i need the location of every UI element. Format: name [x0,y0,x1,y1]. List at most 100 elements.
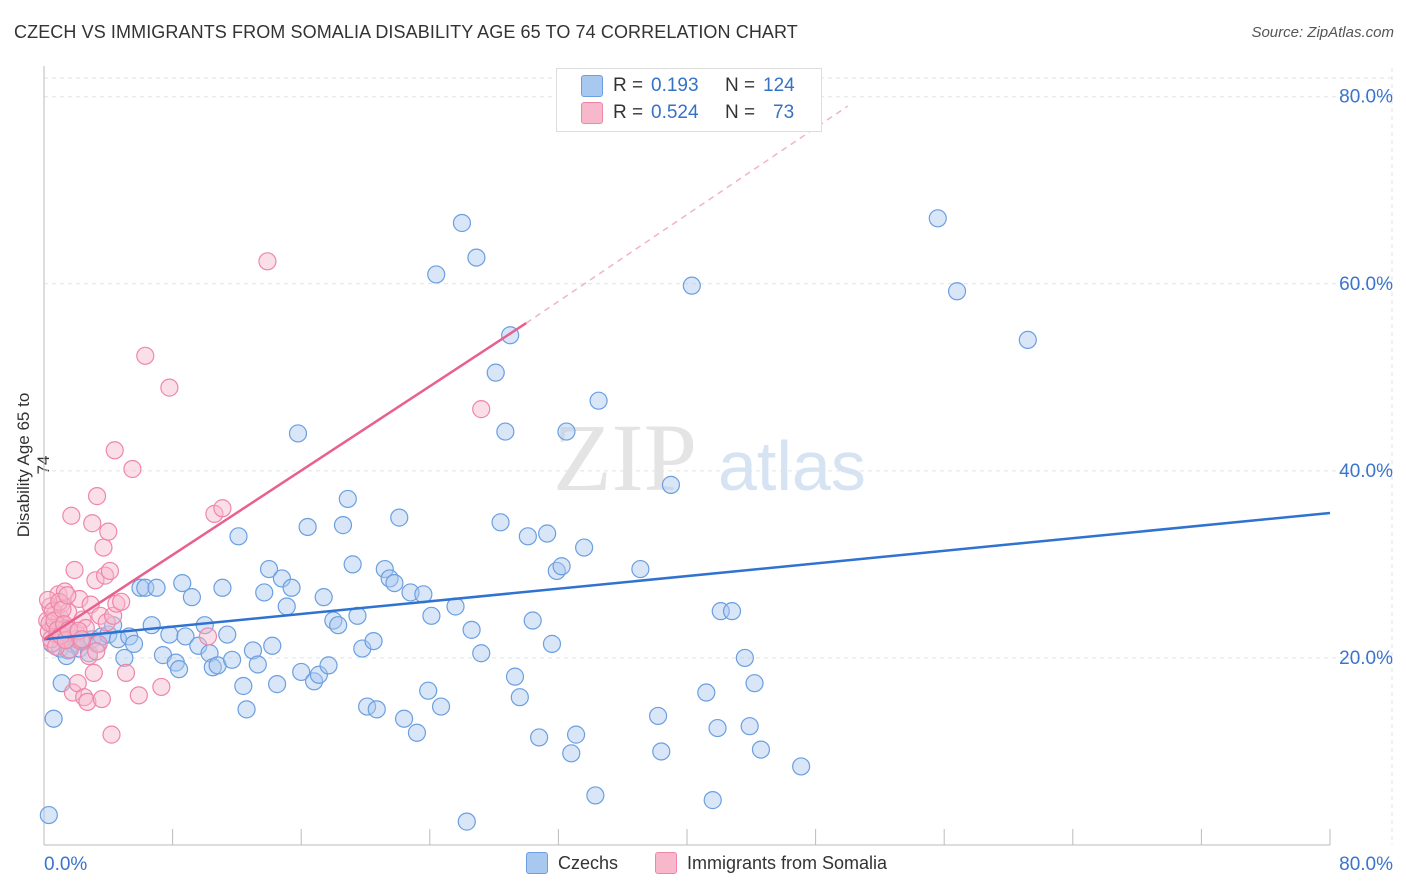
czechs-point [288,424,308,443]
legend-swatch-somalia [655,852,677,874]
somalia-point [89,634,108,653]
y-tick-label: 80.0% [1339,87,1393,108]
czechs-point [267,675,287,694]
r-label: R = [613,102,644,123]
somalia-point [92,689,111,709]
czechs-point [575,538,594,557]
r-value: 0.193 [651,75,699,96]
somalia-point [472,400,491,419]
czechs-point [169,660,189,679]
czechs-point [472,644,491,663]
czechs-point [703,791,722,810]
somalia-point [105,441,124,460]
legend-label-czechs: Czechs [558,852,619,873]
axes [43,66,1331,846]
czechs-point [237,700,256,719]
czechs-point [648,706,668,726]
y-tick-label: 20.0% [1339,648,1393,669]
czechs-point [375,559,394,579]
czechs-point [385,573,404,593]
czechs-point [708,718,727,738]
legend-label-somalia: Immigrants from Somalia [687,852,888,873]
somalia-point [63,683,83,702]
czechs-point [173,573,192,593]
czechs-point [218,625,237,644]
czechs-point [263,636,282,655]
n-value: 124 [763,75,795,96]
somalia-point [91,606,110,625]
czechs-point [131,578,150,597]
somalia-point [160,378,179,397]
czechs-point [652,742,671,761]
trend-lines [43,105,1331,641]
czechs-point [740,717,759,736]
czechs-point [586,786,605,805]
somalia-point [123,459,142,479]
somalia-point [99,522,118,541]
somalia-point [53,600,72,619]
somalia-point [78,692,97,711]
stats-box: R = 0.193 N = 124 R = 0.524 N = 73 [556,68,822,132]
czechs-point [682,276,701,295]
czechs-point [457,812,476,831]
somalia-point [97,613,116,632]
somalia-point [58,586,77,605]
czechs-point [259,559,279,579]
somalia-point [102,725,121,744]
tick-labels: 20.0% 40.0% 60.0% 80.0% 0.0% 80.0% [44,87,1393,875]
somalia-point [100,561,120,581]
czechs-point [213,578,232,597]
somalia-points [38,252,491,744]
czechs-point [419,681,438,700]
source-label: Source: ZipAtlas.com [1251,24,1394,41]
czechs-point [523,611,542,630]
czechs-point [333,516,353,535]
czechs-point [390,508,409,527]
czechs-point [1018,330,1037,350]
czechs-point [222,650,242,669]
czechs-point [182,588,201,607]
czechs-point [248,655,267,674]
czechs-point [338,489,357,509]
somalia-point [198,627,218,646]
n-label: N = [725,102,756,123]
czechs-point [722,602,742,621]
czechs-point [255,583,274,602]
czechs-point [530,728,549,747]
czechs-point [631,559,650,579]
czechs-point [147,578,166,597]
czechs-point [277,597,296,616]
legend-item-czechs: Czechs [526,852,618,874]
somalia-point [38,590,58,610]
somalia-point [258,252,277,271]
czechs-point [928,209,947,228]
somalia-point [65,560,84,580]
somalia-point [94,538,113,557]
czechs-point [518,527,537,546]
n-label: N = [725,75,756,96]
czechs-point [364,631,383,651]
somalia-point [72,630,91,649]
czechs-point [452,213,472,233]
czechs-point [142,616,161,635]
legend-item-somalia: Immigrants from Somalia [655,852,887,874]
somalia-point [87,487,107,506]
czechs-point [557,422,576,441]
czechs-point [542,634,562,653]
somalia-trend-line [43,322,527,641]
czechs-point [39,805,58,825]
somalia-point [152,677,171,697]
czechs-point [124,634,144,653]
czechs-point [243,641,263,660]
watermark-zip: ZIP [553,404,697,511]
czechs-point [234,676,253,696]
somalia-point [83,514,102,533]
somalia-point [112,592,131,611]
legend-swatch-czechs [526,852,548,874]
czechs-point [407,723,427,742]
somalia-point [70,589,89,609]
czechs-point [329,616,348,635]
czechs-point [792,757,811,776]
czechs-swatch [581,75,603,97]
